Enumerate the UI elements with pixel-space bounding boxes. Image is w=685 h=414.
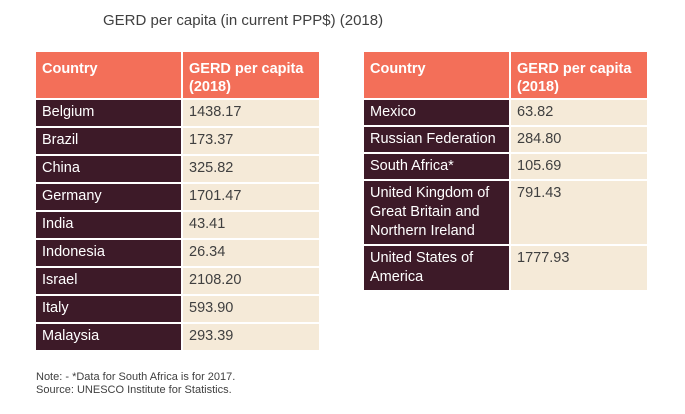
table-row: United Kingdom of Great Britain and Nort… bbox=[364, 181, 647, 244]
country-cell: Mexico bbox=[364, 100, 511, 125]
table-header-row: Country GERD per capita (2018) bbox=[36, 52, 319, 98]
gerd-value-cell: 105.69 bbox=[511, 154, 647, 179]
table-row: Russian Federation 284.80 bbox=[364, 127, 647, 152]
gerd-value-cell: 43.41 bbox=[183, 212, 319, 238]
gerd-table-left: Country GERD per capita (2018) Belgium 14… bbox=[36, 50, 319, 352]
gerd-value-cell: 26.34 bbox=[183, 240, 319, 266]
note-text: Note: - *Data for South Africa is for 20… bbox=[36, 371, 236, 383]
country-cell: Israel bbox=[36, 268, 183, 294]
table-row: Germany 1701.47 bbox=[36, 184, 319, 210]
gerd-table-right: Country GERD per capita (2018) Mexico 63.… bbox=[364, 50, 647, 292]
gerd-value-cell: 284.80 bbox=[511, 127, 647, 152]
footnote: Note: - *Data for South Africa is for 20… bbox=[36, 371, 235, 397]
gerd-value-cell: 173.37 bbox=[183, 128, 319, 154]
gerd-value-cell: 1777.93 bbox=[511, 246, 647, 290]
table-row: Israel 2108.20 bbox=[36, 268, 319, 294]
gerd-value-cell: 1438.17 bbox=[183, 100, 319, 126]
gerd-value-cell: 2108.20 bbox=[183, 268, 319, 294]
gerd-value-cell: 791.43 bbox=[511, 181, 647, 244]
table-row: Italy 593.90 bbox=[36, 296, 319, 322]
country-cell: Belgium bbox=[36, 100, 183, 126]
country-cell: Italy bbox=[36, 296, 183, 322]
table-row: Indonesia 26.34 bbox=[36, 240, 319, 266]
table-header-row: Country GERD per capita (2018) bbox=[364, 52, 647, 98]
country-cell: United Kingdom of Great Britain and Nort… bbox=[364, 181, 511, 244]
country-cell: India bbox=[36, 212, 183, 238]
country-cell: Germany bbox=[36, 184, 183, 210]
country-cell: Brazil bbox=[36, 128, 183, 154]
table-row: South Africa* 105.69 bbox=[364, 154, 647, 179]
country-cell: Indonesia bbox=[36, 240, 183, 266]
table-row: Mexico 63.82 bbox=[364, 100, 647, 125]
column-header-gerd: GERD per capita (2018) bbox=[511, 52, 647, 98]
gerd-value-cell: 63.82 bbox=[511, 100, 647, 125]
gerd-value-cell: 1701.47 bbox=[183, 184, 319, 210]
table-row: United States of America 1777.93 bbox=[364, 246, 647, 290]
table-row: India 43.41 bbox=[36, 212, 319, 238]
country-cell: China bbox=[36, 156, 183, 182]
table-row: China 325.82 bbox=[36, 156, 319, 182]
gerd-value-cell: 325.82 bbox=[183, 156, 319, 182]
table-row: Brazil 173.37 bbox=[36, 128, 319, 154]
chart-title: GERD per capita (in current PPP$) (2018) bbox=[103, 12, 384, 29]
gerd-value-cell: 593.90 bbox=[183, 296, 319, 322]
country-cell: Russian Federation bbox=[364, 127, 511, 152]
column-header-country: Country bbox=[364, 52, 511, 98]
gerd-value-cell: 293.39 bbox=[183, 324, 319, 350]
country-cell: Malaysia bbox=[36, 324, 183, 350]
source-text: Source: UNESCO Institute for Statistics. bbox=[36, 384, 232, 396]
table-row: Belgium 1438.17 bbox=[36, 100, 319, 126]
column-header-country: Country bbox=[36, 52, 183, 98]
table-row: Malaysia 293.39 bbox=[36, 324, 319, 350]
country-cell: South Africa* bbox=[364, 154, 511, 179]
country-cell: United States of America bbox=[364, 246, 511, 290]
column-header-gerd: GERD per capita (2018) bbox=[183, 52, 319, 98]
